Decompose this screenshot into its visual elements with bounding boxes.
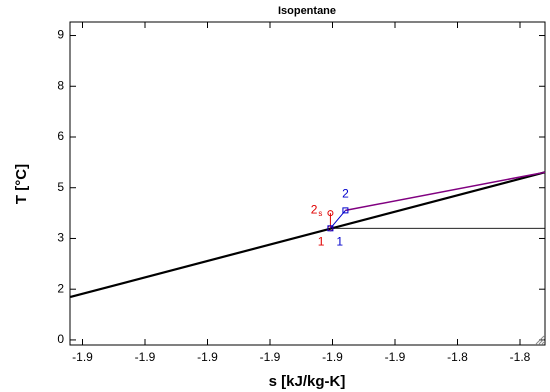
point-label: 2 <box>342 187 349 201</box>
y-tick-label: 3 <box>57 231 64 245</box>
point-label-subscript: s <box>318 209 322 218</box>
series-line <box>345 171 545 212</box>
point-label: 1 <box>318 234 325 248</box>
grip-line <box>538 338 545 345</box>
point-label: 1 <box>336 234 343 248</box>
point <box>327 225 334 232</box>
chart-title: Isopentane <box>278 5 336 17</box>
point-label: 2 <box>311 202 318 216</box>
x-axis-label: s [kJ/kg-K] <box>269 373 346 390</box>
series-line <box>70 171 545 299</box>
x-tick-label: -1.9 <box>385 350 406 364</box>
y-tick-label: 5 <box>57 180 64 194</box>
point <box>327 210 334 217</box>
x-tick-label: -1.9 <box>197 350 218 364</box>
grip-line <box>541 341 545 345</box>
y-tick-label: 2 <box>57 281 64 295</box>
point-label-group: 1 <box>318 234 325 248</box>
plot-area <box>69 21 546 346</box>
y-tick-label: 6 <box>57 129 64 143</box>
x-tick-label: -1.9 <box>72 350 93 364</box>
point-label-group: 1 <box>336 234 343 248</box>
y-tick-label: 9 <box>57 28 64 42</box>
resize-grip <box>535 335 545 345</box>
y-axis-label: T [°C] <box>13 164 30 204</box>
point <box>342 207 349 214</box>
x-tick-label: -1.9 <box>260 350 281 364</box>
x-tick-label: -1.8 <box>447 350 468 364</box>
x-tick-label: -1.8 <box>510 350 531 364</box>
y-tick-label: 0 <box>57 332 64 346</box>
point-label-group: 2 <box>342 187 349 201</box>
y-tick-label: 8 <box>57 78 64 92</box>
x-tick-label: -1.9 <box>322 350 343 364</box>
x-tick-label: -1.9 <box>135 350 156 364</box>
grip-line <box>535 335 545 345</box>
